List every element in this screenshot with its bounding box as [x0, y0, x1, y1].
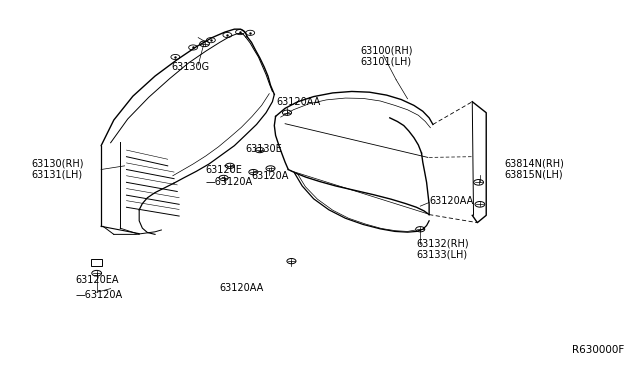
Text: 63130(RH): 63130(RH) [31, 158, 84, 168]
Text: —63120A: —63120A [76, 290, 123, 300]
Text: 63131(LH): 63131(LH) [31, 169, 83, 179]
Text: 63132(RH): 63132(RH) [417, 239, 469, 249]
Text: 63133(LH): 63133(LH) [417, 250, 468, 260]
Text: 63101(LH): 63101(LH) [360, 57, 411, 67]
Text: 63120AA: 63120AA [277, 97, 321, 107]
Text: 63130G: 63130G [171, 62, 209, 72]
Text: 63814N(RH): 63814N(RH) [504, 158, 564, 168]
Text: 63120E: 63120E [206, 165, 243, 175]
Text: 63120AA: 63120AA [429, 196, 474, 206]
Text: 63130E: 63130E [245, 144, 282, 154]
FancyBboxPatch shape [91, 259, 102, 266]
Text: 63120A: 63120A [252, 171, 289, 181]
Text: 63120AA: 63120AA [220, 283, 264, 293]
Text: 63815N(LH): 63815N(LH) [504, 169, 563, 179]
Text: R630000F: R630000F [572, 344, 625, 355]
Text: —63120A: —63120A [206, 177, 253, 187]
Text: 63120EA: 63120EA [76, 275, 119, 285]
Text: 63100(RH): 63100(RH) [360, 45, 412, 55]
